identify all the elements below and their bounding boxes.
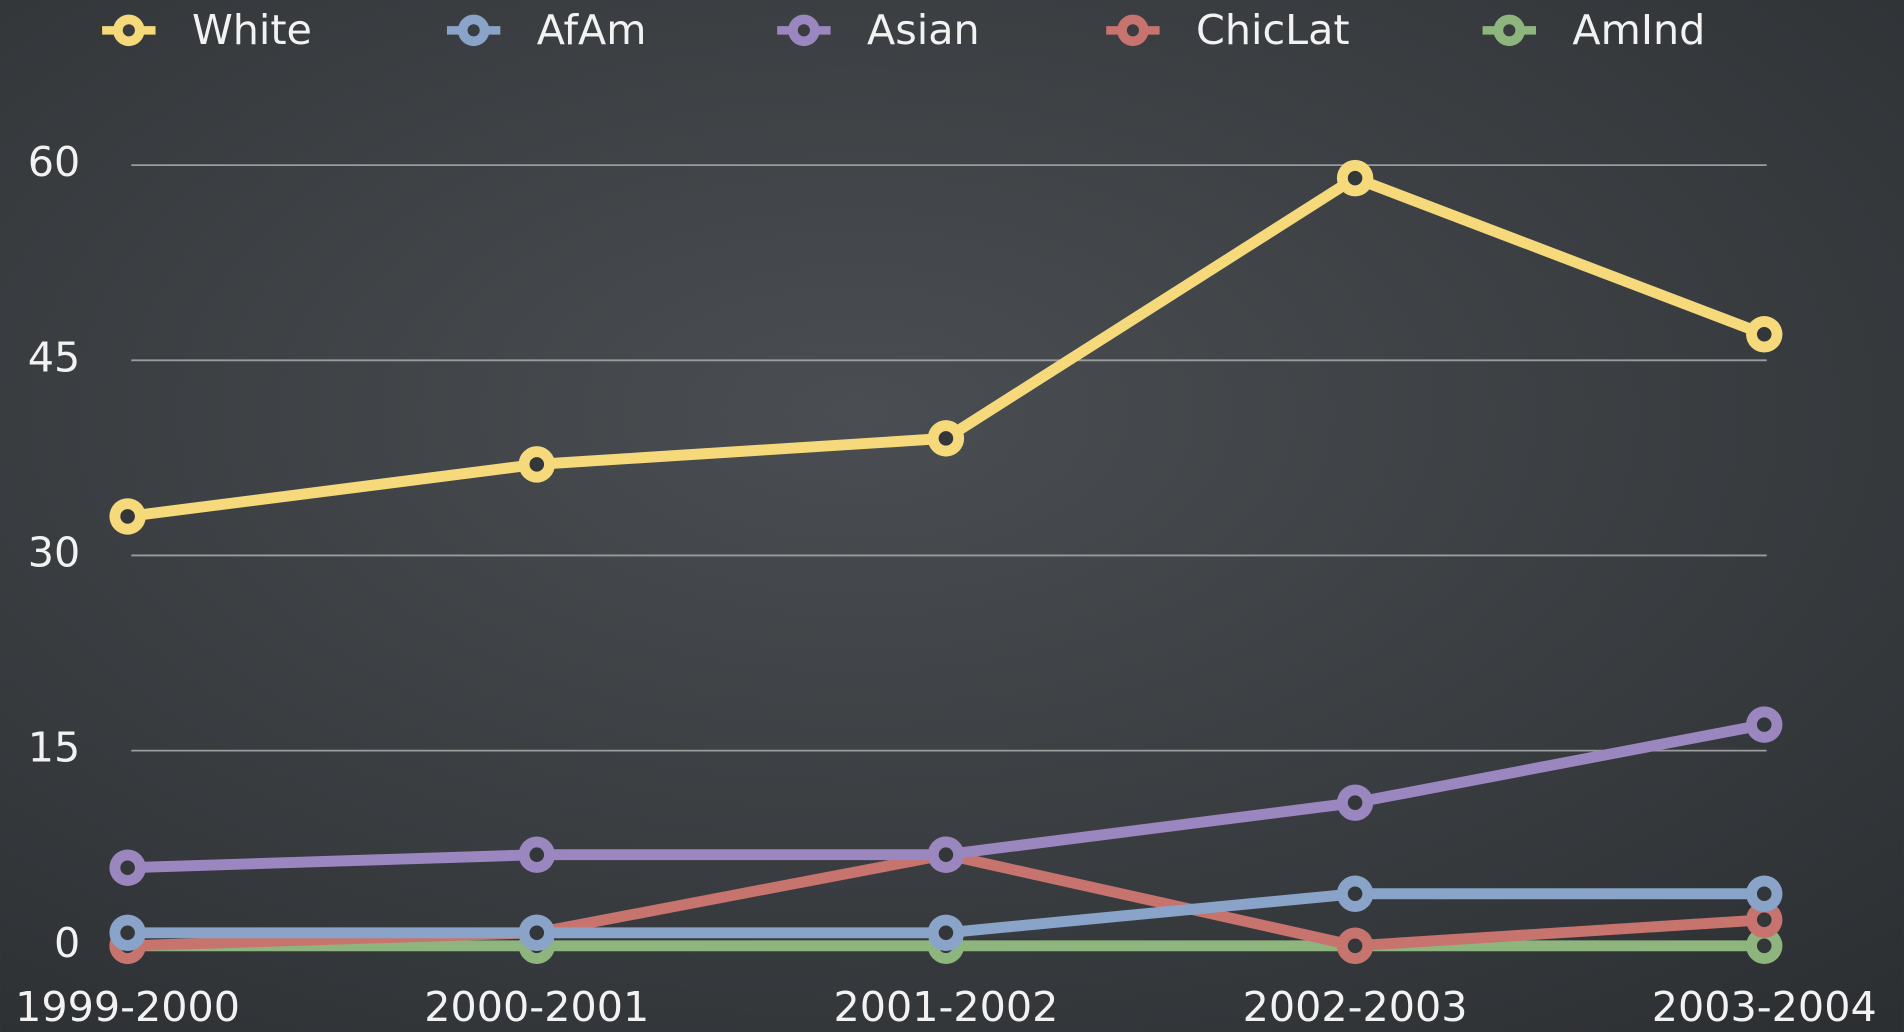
data-point-center	[1756, 912, 1772, 928]
data-point-center	[1347, 795, 1363, 810]
legend-marker-center	[1126, 24, 1139, 37]
legend-label: Asian	[867, 6, 980, 54]
data-point-center	[1347, 938, 1363, 954]
x-tick-label: 2002-2003	[1243, 983, 1468, 1031]
data-point-center	[529, 457, 545, 472]
data-point-center	[529, 847, 545, 863]
y-tick-label: 60	[28, 138, 81, 186]
data-point-center	[120, 509, 135, 524]
legend-marker-center	[122, 24, 135, 37]
x-tick-label: 2003-2004	[1652, 983, 1877, 1031]
data-point-center	[1756, 886, 1772, 902]
data-point-center	[938, 431, 954, 446]
y-tick-label: 15	[28, 724, 81, 772]
data-point-center	[1756, 938, 1772, 954]
x-tick-label: 1999-2000	[15, 983, 240, 1031]
data-point-center	[1347, 886, 1363, 902]
legend-label: AfAm	[537, 6, 647, 54]
data-point-center	[1756, 717, 1772, 732]
data-point-center	[120, 860, 135, 876]
legend-label: White	[192, 6, 312, 54]
data-point-center	[938, 925, 954, 941]
data-point-center	[1347, 170, 1363, 186]
data-point-center	[1756, 326, 1772, 342]
data-point-center	[529, 925, 545, 941]
x-tick-label: 2001-2002	[833, 983, 1058, 1031]
legend-label: AmInd	[1572, 6, 1705, 54]
legend-label: ChicLat	[1196, 6, 1350, 54]
data-point-center	[120, 925, 135, 941]
legend-marker-center	[797, 24, 810, 37]
x-tick-label: 2000-2001	[424, 983, 649, 1031]
legend-marker-center	[467, 24, 480, 37]
legend-marker-center	[1503, 24, 1516, 37]
data-point-center	[938, 847, 954, 863]
y-tick-label: 0	[54, 919, 80, 967]
y-tick-label: 30	[28, 528, 81, 576]
y-tick-label: 45	[28, 333, 81, 381]
